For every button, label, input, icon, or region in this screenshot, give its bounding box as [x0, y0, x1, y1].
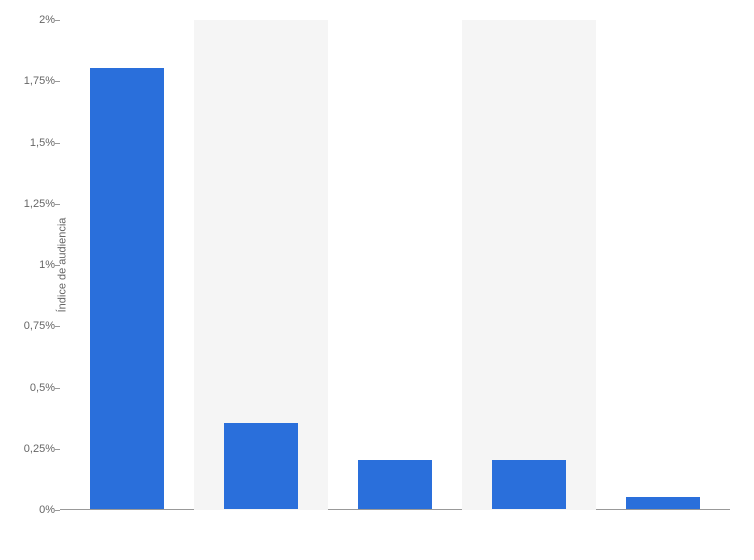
ytick-label: 0,25%: [10, 443, 55, 455]
ytick-label: 2%: [10, 14, 55, 26]
chart-container: Índice de audiencia 0%0,25%0,5%0,75%1%1,…: [60, 20, 730, 530]
ytick-label: 0,75%: [10, 320, 55, 332]
ytick-label: 0,5%: [10, 382, 55, 394]
ytick-mark: [55, 449, 60, 450]
ytick-mark: [55, 265, 60, 266]
ytick-mark: [55, 326, 60, 327]
ytick-mark: [55, 20, 60, 21]
bar: [358, 460, 432, 509]
bar: [90, 68, 164, 509]
ytick-mark: [55, 81, 60, 82]
ytick-label: 1,25%: [10, 198, 55, 210]
ytick-mark: [55, 204, 60, 205]
plot-area: Índice de audiencia 0%0,25%0,5%0,75%1%1,…: [60, 20, 730, 510]
ytick-label: 1,5%: [10, 137, 55, 149]
bar: [626, 497, 700, 509]
ytick-mark: [55, 388, 60, 389]
ytick-label: 1%: [10, 259, 55, 271]
bar: [492, 460, 566, 509]
ytick-label: 0%: [10, 504, 55, 516]
ytick-label: 1,75%: [10, 75, 55, 87]
ytick-mark: [55, 510, 60, 511]
bar: [224, 423, 298, 509]
alt-band: [462, 20, 596, 510]
ytick-mark: [55, 143, 60, 144]
